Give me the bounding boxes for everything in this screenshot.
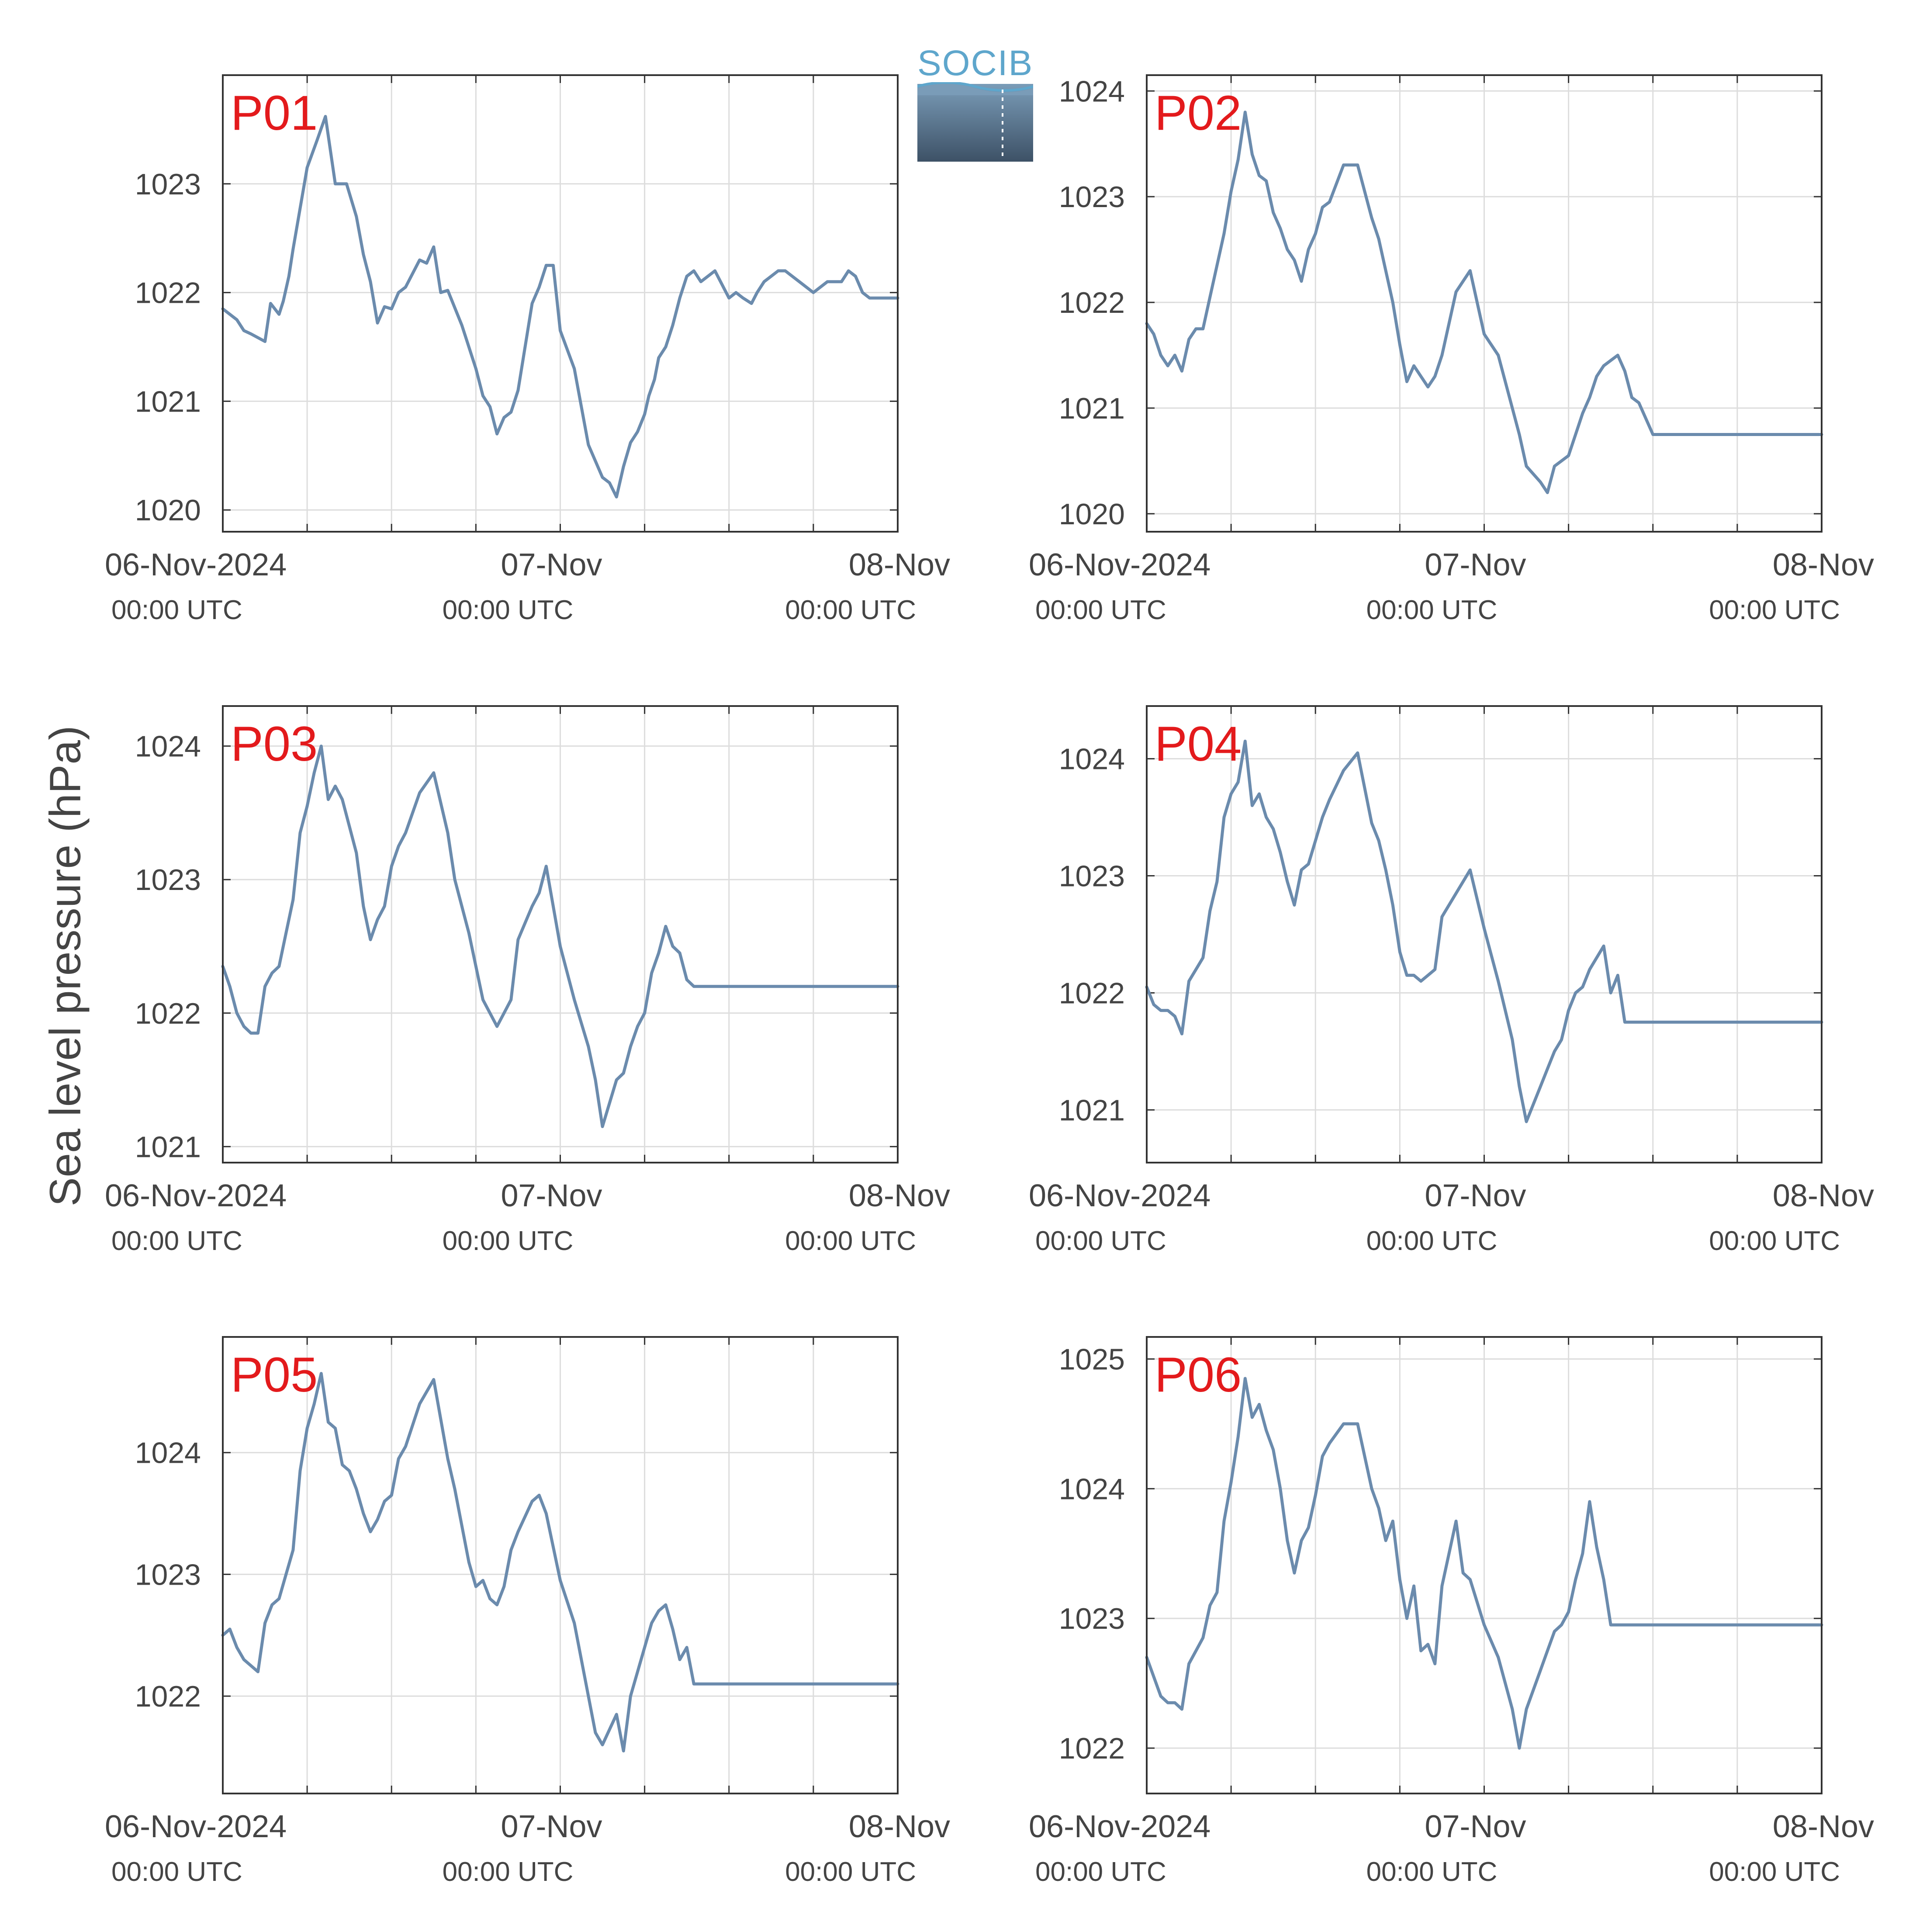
x-tick-time-label: 00:00 UTC — [1366, 595, 1498, 625]
logo-wave-icon — [917, 82, 1033, 95]
x-tick-time-label: 00:00 UTC — [1366, 1226, 1498, 1256]
x-tick-time-label: 00:00 UTC — [785, 1226, 916, 1256]
x-tick-time-label: 00:00 UTC — [1035, 1857, 1166, 1887]
y-tick-label: 1022 — [1059, 1732, 1125, 1765]
plot-frame — [1146, 74, 1823, 533]
y-tick-label: 1021 — [1059, 392, 1125, 425]
y-tick-label: 1020 — [135, 494, 201, 527]
x-tick-date-label: 07-Nov — [501, 1809, 602, 1844]
y-tick-label: 1024 — [135, 1437, 201, 1470]
y-tick-label: 1023 — [135, 1558, 201, 1591]
x-tick-date-label: 06-Nov-2024 — [1029, 547, 1210, 582]
y-tick-label: 1023 — [135, 168, 201, 201]
x-tick-time-label: 00:00 UTC — [111, 595, 242, 625]
series-line-p03 — [221, 744, 899, 1128]
x-tick-date-label: 07-Nov — [1425, 1178, 1526, 1213]
x-tick-time-label: 00:00 UTC — [1709, 1857, 1840, 1887]
panel-label: P04 — [1155, 717, 1242, 771]
y-tick-label: 1021 — [135, 1130, 201, 1163]
socib-logo: SOCIB — [917, 44, 1033, 162]
x-tick-date-label: 07-Nov — [1425, 547, 1526, 582]
y-tick-label: 1024 — [1059, 75, 1125, 108]
series-line-p06 — [1145, 1377, 1823, 1750]
y-tick-label: 1022 — [135, 997, 201, 1030]
y-tick-label: 1024 — [1059, 743, 1125, 776]
panel-label: P06 — [1155, 1347, 1242, 1402]
panel-p06: 1022 1023 1024 1025 06-Nov-2024 00:00 UTC 07-N… — [1029, 1336, 1874, 1887]
panel-p03: 1021 1022 1023 1024 06-Nov-2024 00:00 UTC 07-N… — [105, 705, 950, 1256]
plot-frame — [1146, 705, 1823, 1163]
y-tick-label: 1023 — [1059, 1602, 1125, 1635]
plot-frame — [222, 74, 899, 533]
x-tick-date-label: 08-Nov — [849, 1178, 950, 1213]
x-tick-date-label: 06-Nov-2024 — [1029, 1809, 1210, 1844]
y-tick-label: 1022 — [1059, 976, 1125, 1010]
x-tick-date-label: 06-Nov-2024 — [105, 1809, 287, 1844]
x-tick-date-label: 08-Nov — [849, 547, 950, 582]
panel-label: P01 — [231, 86, 318, 140]
y-tick-label: 1021 — [135, 385, 201, 418]
x-tick-time-label: 00:00 UTC — [111, 1226, 242, 1256]
series-line-p01 — [221, 115, 899, 499]
panel-p02: 1020 1021 1022 1023 1024 06-Nov-2024 00:00 UTC… — [1029, 74, 1874, 625]
y-tick-label: 1022 — [135, 277, 201, 310]
panel-label: P05 — [231, 1347, 318, 1402]
x-tick-date-label: 07-Nov — [501, 547, 602, 582]
panel-p04: 1021 1022 1023 1024 06-Nov-2024 00:00 UTC 07-N… — [1029, 705, 1874, 1256]
panel-label: P03 — [231, 717, 318, 771]
y-tick-label: 1023 — [1059, 860, 1125, 893]
x-tick-date-label: 08-Nov — [1773, 1809, 1874, 1844]
plot-frame — [222, 1336, 899, 1794]
series-line-p05 — [221, 1372, 899, 1752]
series-line-p04 — [1145, 739, 1823, 1123]
y-tick-label: 1021 — [1059, 1094, 1125, 1127]
y-tick-label: 1022 — [1059, 286, 1125, 319]
logo-badge — [917, 84, 1033, 162]
x-tick-date-label: 07-Nov — [501, 1178, 602, 1213]
x-tick-time-label: 00:00 UTC — [1709, 1226, 1840, 1256]
x-tick-date-label: 06-Nov-2024 — [105, 547, 287, 582]
panel-p05: 1022 1023 1024 06-Nov-2024 00:00 UTC 07-Nov 00… — [105, 1336, 950, 1887]
y-tick-label: 1022 — [135, 1680, 201, 1713]
x-tick-date-label: 08-Nov — [1773, 1178, 1874, 1213]
plot-frame — [1146, 1336, 1823, 1794]
x-tick-time-label: 00:00 UTC — [1035, 595, 1166, 625]
x-tick-time-label: 00:00 UTC — [1035, 1226, 1166, 1256]
plot-frame — [222, 705, 899, 1163]
x-tick-time-label: 00:00 UTC — [443, 1857, 574, 1887]
x-tick-time-label: 00:00 UTC — [1709, 595, 1840, 625]
y-tick-label: 1024 — [135, 730, 201, 763]
x-tick-date-label: 08-Nov — [1773, 547, 1874, 582]
x-tick-time-label: 00:00 UTC — [443, 1226, 574, 1256]
y-tick-label: 1020 — [1059, 498, 1125, 531]
x-tick-time-label: 00:00 UTC — [1366, 1857, 1498, 1887]
panel-p01: 1020 1021 1022 1023 06-Nov-2024 00:00 UTC 07-N… — [105, 74, 950, 625]
x-tick-date-label: 06-Nov-2024 — [1029, 1178, 1210, 1213]
logo-text: SOCIB — [917, 43, 1034, 83]
y-tick-label: 1023 — [135, 863, 201, 897]
y-tick-label: 1024 — [1059, 1472, 1125, 1506]
logo-tide-staff-icon — [1002, 90, 1003, 157]
x-tick-time-label: 00:00 UTC — [785, 595, 916, 625]
x-tick-date-label: 07-Nov — [1425, 1809, 1526, 1844]
y-tick-label: 1023 — [1059, 180, 1125, 214]
x-tick-time-label: 00:00 UTC — [443, 595, 574, 625]
panel-label: P02 — [1155, 86, 1242, 140]
y-tick-label: 1025 — [1059, 1343, 1125, 1376]
series-line-p02 — [1145, 111, 1823, 494]
x-tick-date-label: 06-Nov-2024 — [105, 1178, 287, 1213]
x-tick-time-label: 00:00 UTC — [785, 1857, 916, 1887]
x-tick-time-label: 00:00 UTC — [111, 1857, 242, 1887]
x-tick-date-label: 08-Nov — [849, 1809, 950, 1844]
